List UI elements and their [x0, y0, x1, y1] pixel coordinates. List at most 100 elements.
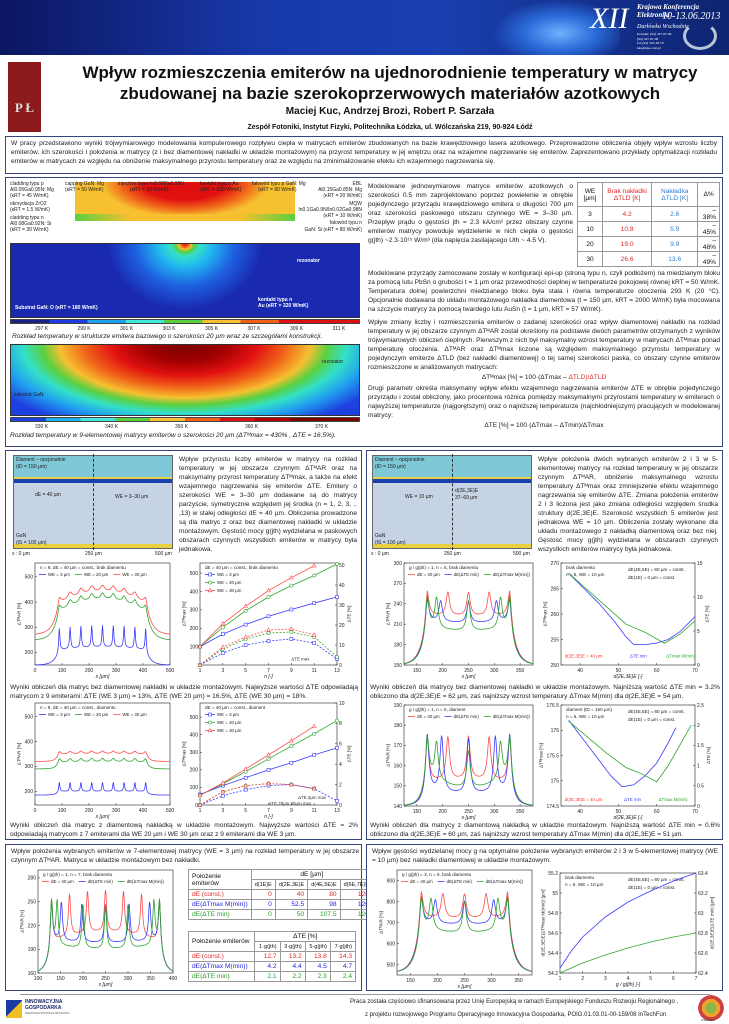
- table-cell: 52.5: [274, 899, 309, 910]
- contact-n-label: kontakt typu n: [258, 297, 293, 303]
- table-cell: 9.9: [651, 236, 699, 252]
- caption-position-diamond: Wyniki obliczeń dla matrycy z diamentową…: [370, 822, 720, 838]
- affiliation: Zespół Fotoniki, Instytut Fizyki, Polite…: [247, 124, 533, 131]
- globe-graphic: [470, 0, 620, 55]
- conference-name: Krajowa Konferencja Elektroniki: [637, 3, 700, 19]
- seven-emitter-description: Wpływ położenia wybranych emiterów w 7-e…: [11, 848, 359, 864]
- formula-dtmax: ΔTᴹmax [%] = 100·(ΔTmax – ΔTLD)/ΔTLD: [368, 373, 720, 382]
- table-cell: 40: [274, 889, 309, 900]
- table-header-cell: Położenie emiterów: [188, 869, 252, 890]
- center-line: [93, 454, 94, 550]
- table-row: dE (const.) 0 40 80 120: [188, 889, 373, 900]
- structure-label: okrsydacja ZrO2: [10, 201, 47, 207]
- poster-title: Wpływ rozmieszczenia emiterów na ujednor…: [82, 63, 698, 103]
- conference-dates: 10-13.06.2013: [662, 11, 721, 22]
- table-row: 30 26.6 13.6 –49%: [576, 251, 720, 267]
- footer-divider: [20, 994, 710, 995]
- conference-roman-numeral: XII: [590, 2, 629, 35]
- table-cell: 107.5: [307, 909, 341, 920]
- table-cell: –38%: [697, 206, 720, 222]
- table-header-cell: Brak nakładki ΔTLD [K]: [602, 182, 653, 207]
- ig-logo-text-3: NARODOWA STRATEGIA SPÓJNOŚCI: [25, 1012, 70, 1015]
- table-cell: 10: [576, 221, 604, 237]
- table-cell: 2.4: [329, 971, 357, 982]
- intro-column: Modelowane jednowymiarowe matryce emiter…: [368, 182, 720, 430]
- table-header-row: d(1E)E d(2E,3E)E d(4E,5E)E d(6E,7E)E: [189, 879, 373, 890]
- table-column-header: d(4E,5E)E: [307, 879, 341, 890]
- row-label: dE (const.): [188, 889, 252, 900]
- table-cell: 2.1: [254, 971, 281, 982]
- structure-detail-lower: [75, 214, 295, 221]
- caption-diamond: Wyniki obliczeń dla matryc z diamentową …: [10, 822, 358, 838]
- diamond-thickness: (tD = 150 µm): [375, 464, 406, 470]
- x-axis-500: 500 µm: [513, 551, 530, 557]
- center-line: [452, 454, 453, 550]
- intro-paragraph-4: Drugi parametr określa maksymalny wpływ …: [368, 385, 720, 419]
- colorbar-1-tick: 309 K: [290, 326, 304, 332]
- table: Położenie emiterów ΔTE [%] 1·g(jth) 3·g(jth…: [187, 931, 357, 982]
- table-cell: 4.2: [254, 961, 281, 972]
- colorbar-1-tick: 307 K: [247, 326, 261, 332]
- positions-table: Położenie emiterów dE [µm] d(1E)E d(2E,3E)E…: [188, 869, 373, 920]
- colorbar-1-tick: 311 K: [332, 326, 346, 332]
- table-cell: 3: [576, 206, 604, 222]
- gan-thickness: (tS = 100 µm): [16, 540, 47, 546]
- table-row: dE(ΔTE min) 0 50 107.5 120: [188, 909, 373, 920]
- matrix-schematic-2: [372, 454, 532, 550]
- caption-structure: Rozkład temperatury w strukturze emitera…: [12, 333, 323, 340]
- structure-label: (κRT = 320 W/mK): [200, 187, 242, 193]
- table-cell: 19.0: [602, 236, 653, 252]
- structure-label: Al0.05Ga0.95N: Mg: [10, 187, 54, 193]
- table-column-header: d(2E,3E)E: [274, 879, 309, 890]
- conference-contacts: Kontakt: (94) 347-87-06 (94) 347-87-08 fax…: [637, 32, 671, 50]
- structure-label: (κRT = 45 W/mK): [10, 193, 49, 199]
- table-cell: 13.6: [651, 251, 699, 267]
- table-cell: 14.3: [329, 951, 357, 962]
- diamond-label: Diament – opcjonalnie: [375, 457, 425, 463]
- substrate-gan-label: substrat GaN: [14, 392, 44, 398]
- ig-logo-text-2: GOSPODARKA: [25, 1005, 62, 1011]
- table-header-row: Położenie emiterów ΔTE [%]: [187, 931, 356, 952]
- colorbar-1: [10, 319, 360, 324]
- intro-paragraph-3: Wpływ zmiany liczby i rozmieszczenia emi…: [368, 319, 720, 371]
- caption-9-emitter: Rozkład temperatury w 9-elementowej matr…: [10, 432, 336, 439]
- table-header-row: WE [µm] Brak nakładki ΔTLD [K] Nakładka ΔT…: [576, 182, 720, 207]
- table-cell: 0: [250, 899, 276, 910]
- we-label: WE = 10 µm: [405, 494, 433, 500]
- colorbar-2-tick: 360 K: [245, 424, 259, 430]
- table-header-row: Położenie emiterów dE [µm]: [188, 869, 373, 890]
- table-cell: –48%: [697, 236, 720, 252]
- colorbar-2: [10, 417, 360, 422]
- de23-range: 37–69 µm: [455, 495, 478, 501]
- row-label: dE (const.): [187, 951, 256, 962]
- structure-label: Al0.08Ga0.92N: Si: [10, 221, 52, 227]
- table-cell: 12.7: [254, 951, 281, 962]
- contact-line: fax (94) 343-36-79: [637, 41, 664, 45]
- table-column-header: d(1E)E: [250, 879, 276, 890]
- structure-label: injection layer In0.02Ga0.98N: [118, 181, 184, 187]
- conference-place: Darłówko Wschodnie: [637, 24, 689, 30]
- table-cell: 2.3: [304, 971, 331, 982]
- structure-label: GaN: Si (κRT = 80 W/mK): [304, 227, 362, 233]
- table-row: 10 10.8 5.9 –45%: [576, 221, 720, 237]
- power-density-description: Wpływ gęstości wydzielanej mocy g na opt…: [372, 848, 718, 864]
- table-cell: 26.6: [602, 251, 653, 267]
- structure-label: (κRT = 30 W/mK): [10, 227, 49, 233]
- abstract-box: W pracy przedstawiono wyniki trójwymiaro…: [5, 136, 723, 174]
- table-cell: 2.6: [651, 206, 699, 222]
- rezonator-label: rezonator: [297, 258, 320, 264]
- structure-label: (κRT = 50 W/mK): [65, 187, 104, 193]
- power-density-section: [366, 844, 723, 991]
- university-logo: P Ł: [8, 62, 41, 132]
- colorbar-2-tick: 370 K: [315, 424, 329, 430]
- table-header-cell: Δ%: [697, 182, 720, 207]
- we-label: WE = 3–30 µm: [115, 494, 149, 500]
- colorbar-2-tick: 350 K: [175, 424, 189, 430]
- formula-part: ΔTᴹmax [%] = 100·(ΔTmax –: [481, 374, 569, 381]
- table-header-cell: WE [µm]: [576, 182, 604, 207]
- contact-line: (94) 347-87-08: [637, 36, 659, 41]
- table-row: dE(ΔTmax M(min)) 0 52.5 98 120: [188, 899, 373, 910]
- colorbar-1-tick: 299 K: [77, 326, 91, 332]
- gan-label: GaN: [375, 533, 386, 539]
- x-axis-250: 250 µm: [85, 551, 102, 557]
